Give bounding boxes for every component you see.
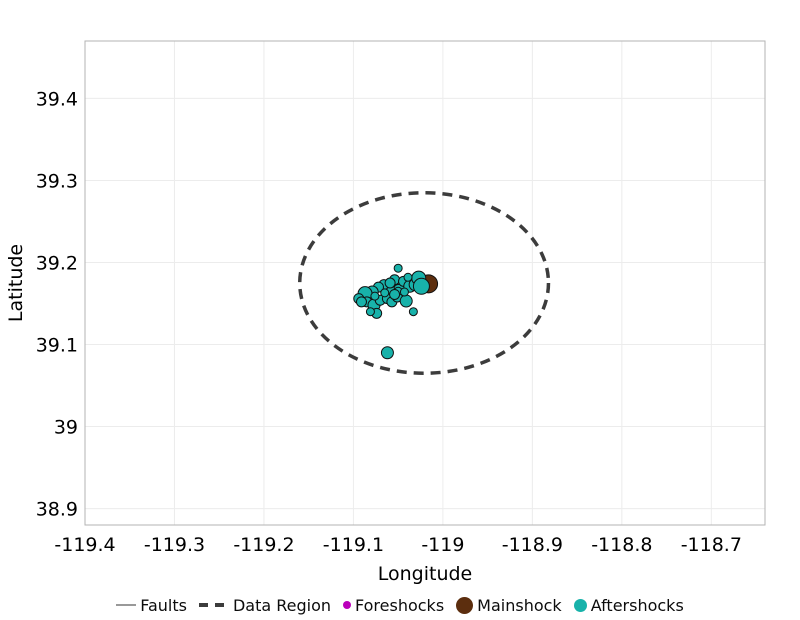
legend-label-faults: Faults	[140, 595, 187, 615]
x-tick-labels: -119.4 -119.3 -119.2 -119.1 -119 -118.9 -118.8…	[54, 534, 742, 556]
scatter-points-group	[353, 263, 439, 360]
aftershocks-dot-marker	[573, 598, 587, 612]
x-tick-label: -118.9	[502, 534, 563, 556]
legend-label-aftershocks: Aftershocks	[590, 595, 684, 615]
foreshocks-dot-marker	[343, 601, 351, 609]
legend-item-faults: Faults	[116, 596, 187, 615]
faults-line-marker	[116, 604, 137, 606]
legend-label-mainshock: Mainshock	[477, 595, 562, 615]
x-tick-label: -119	[421, 534, 464, 556]
y-tick-label: 39.1	[36, 335, 78, 357]
scatter-point-aftershocks	[399, 294, 413, 308]
scatter-point-aftershocks	[399, 287, 409, 297]
x-tick-label: -118.7	[681, 534, 742, 556]
scatter-point-aftershocks	[365, 307, 375, 317]
x-tick-label: -119.1	[323, 534, 384, 556]
scatter-point-aftershocks	[412, 277, 430, 295]
legend-item-aftershocks: Aftershocks	[573, 595, 684, 615]
y-tick-labels: 38.9 39 39.1 39.2 39.3 39.4	[36, 88, 78, 520]
y-tick-label: 39.3	[36, 170, 78, 192]
y-tick-label: 39.4	[36, 88, 78, 110]
legend: Faults Data Region Foreshocks Mainshock …	[0, 591, 800, 619]
legend-item-mainshock: Mainshock	[456, 596, 562, 615]
scatter-point-aftershocks	[393, 263, 403, 273]
y-axis-label: Latitude	[5, 244, 27, 322]
plot-frame	[84, 40, 766, 526]
legend-item-foreshocks: Foreshocks	[343, 596, 444, 615]
x-tick-label: -119.4	[54, 534, 115, 556]
scatter-point-aftershocks	[408, 307, 418, 317]
plot-border	[84, 40, 766, 526]
legend-label-foreshocks: Foreshocks	[355, 595, 445, 615]
x-tick-label: -119.3	[144, 534, 205, 556]
scatter-point-aftershocks	[380, 346, 394, 360]
scatter-point-aftershocks	[355, 296, 367, 308]
data-region-ellipse	[297, 191, 551, 375]
scatter-point-aftershocks	[370, 291, 380, 301]
legend-label-data-region: Data Region	[232, 595, 331, 615]
data-region-ellipse-group	[297, 191, 551, 375]
y-tick-label: 39.2	[36, 252, 78, 274]
x-tick-label: -119.2	[233, 534, 294, 556]
scatter-point-aftershocks	[384, 277, 396, 289]
scatter-point-aftershocks	[403, 272, 413, 282]
x-axis-label: Longitude	[378, 563, 473, 585]
mainshock-dot-marker	[456, 596, 474, 614]
legend-item-data-region: Data Region	[198, 595, 331, 615]
y-tick-label: 39	[54, 417, 78, 439]
x-tick-label: -118.8	[591, 534, 652, 556]
y-tick-label: 38.9	[36, 499, 78, 521]
data-region-dash-marker	[198, 603, 229, 607]
gridlines	[84, 41, 765, 525]
scatter-point-aftershocks	[380, 288, 390, 298]
scatter-point-aftershocks	[389, 288, 401, 300]
